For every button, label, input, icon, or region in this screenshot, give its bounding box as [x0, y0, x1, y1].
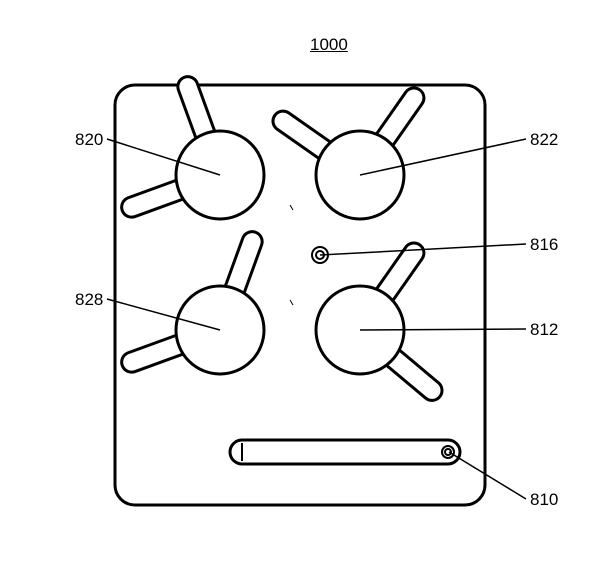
ref-label-810: 810 [530, 490, 558, 510]
ref-label-816: 816 [530, 235, 558, 255]
ref-label-820: 820 [75, 130, 103, 150]
ref-label-822: 822 [530, 130, 558, 150]
diagram-svg [0, 0, 614, 567]
ref-label-828: 828 [75, 290, 103, 310]
figure-number: 1000 [310, 35, 348, 55]
ref-label-812: 812 [530, 320, 558, 340]
